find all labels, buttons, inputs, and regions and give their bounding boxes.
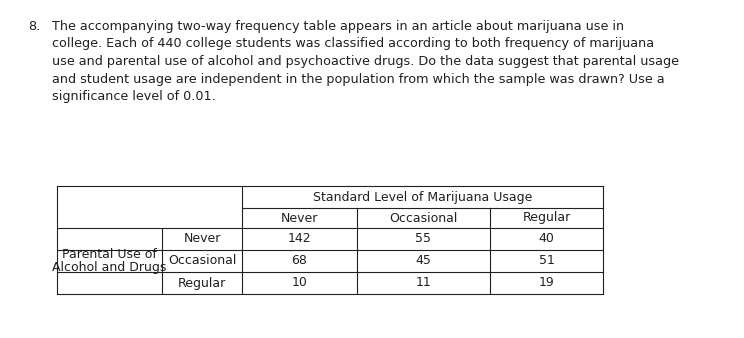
Text: 40: 40 [539,233,554,245]
Text: Never: Never [183,233,221,245]
Text: Alcohol and Drugs: Alcohol and Drugs [52,262,167,274]
Text: Regular: Regular [178,276,226,290]
Text: 8.: 8. [28,20,40,33]
Text: 10: 10 [292,276,307,290]
Text: 55: 55 [415,233,432,245]
Text: Occasional: Occasional [389,212,458,224]
Text: 45: 45 [416,255,432,267]
Text: Never: Never [280,212,318,224]
Text: and student usage are independent in the population from which the sample was dr: and student usage are independent in the… [52,72,664,86]
Text: college. Each of 440 college students was classified according to both frequency: college. Each of 440 college students wa… [52,38,654,50]
Text: 19: 19 [539,276,554,290]
Text: use and parental use of alcohol and psychoactive drugs. Do the data suggest that: use and parental use of alcohol and psyc… [52,55,679,68]
Text: Parental Use of: Parental Use of [62,247,157,261]
Text: The accompanying two-way frequency table appears in an article about marijuana u: The accompanying two-way frequency table… [52,20,624,33]
Text: 142: 142 [288,233,311,245]
Text: 51: 51 [539,255,554,267]
Text: 68: 68 [292,255,307,267]
Text: Occasional: Occasional [168,255,236,267]
Text: significance level of 0.01.: significance level of 0.01. [52,90,216,103]
Text: Standard Level of Marijuana Usage: Standard Level of Marijuana Usage [312,191,532,203]
Text: 11: 11 [416,276,432,290]
Text: Regular: Regular [522,212,571,224]
